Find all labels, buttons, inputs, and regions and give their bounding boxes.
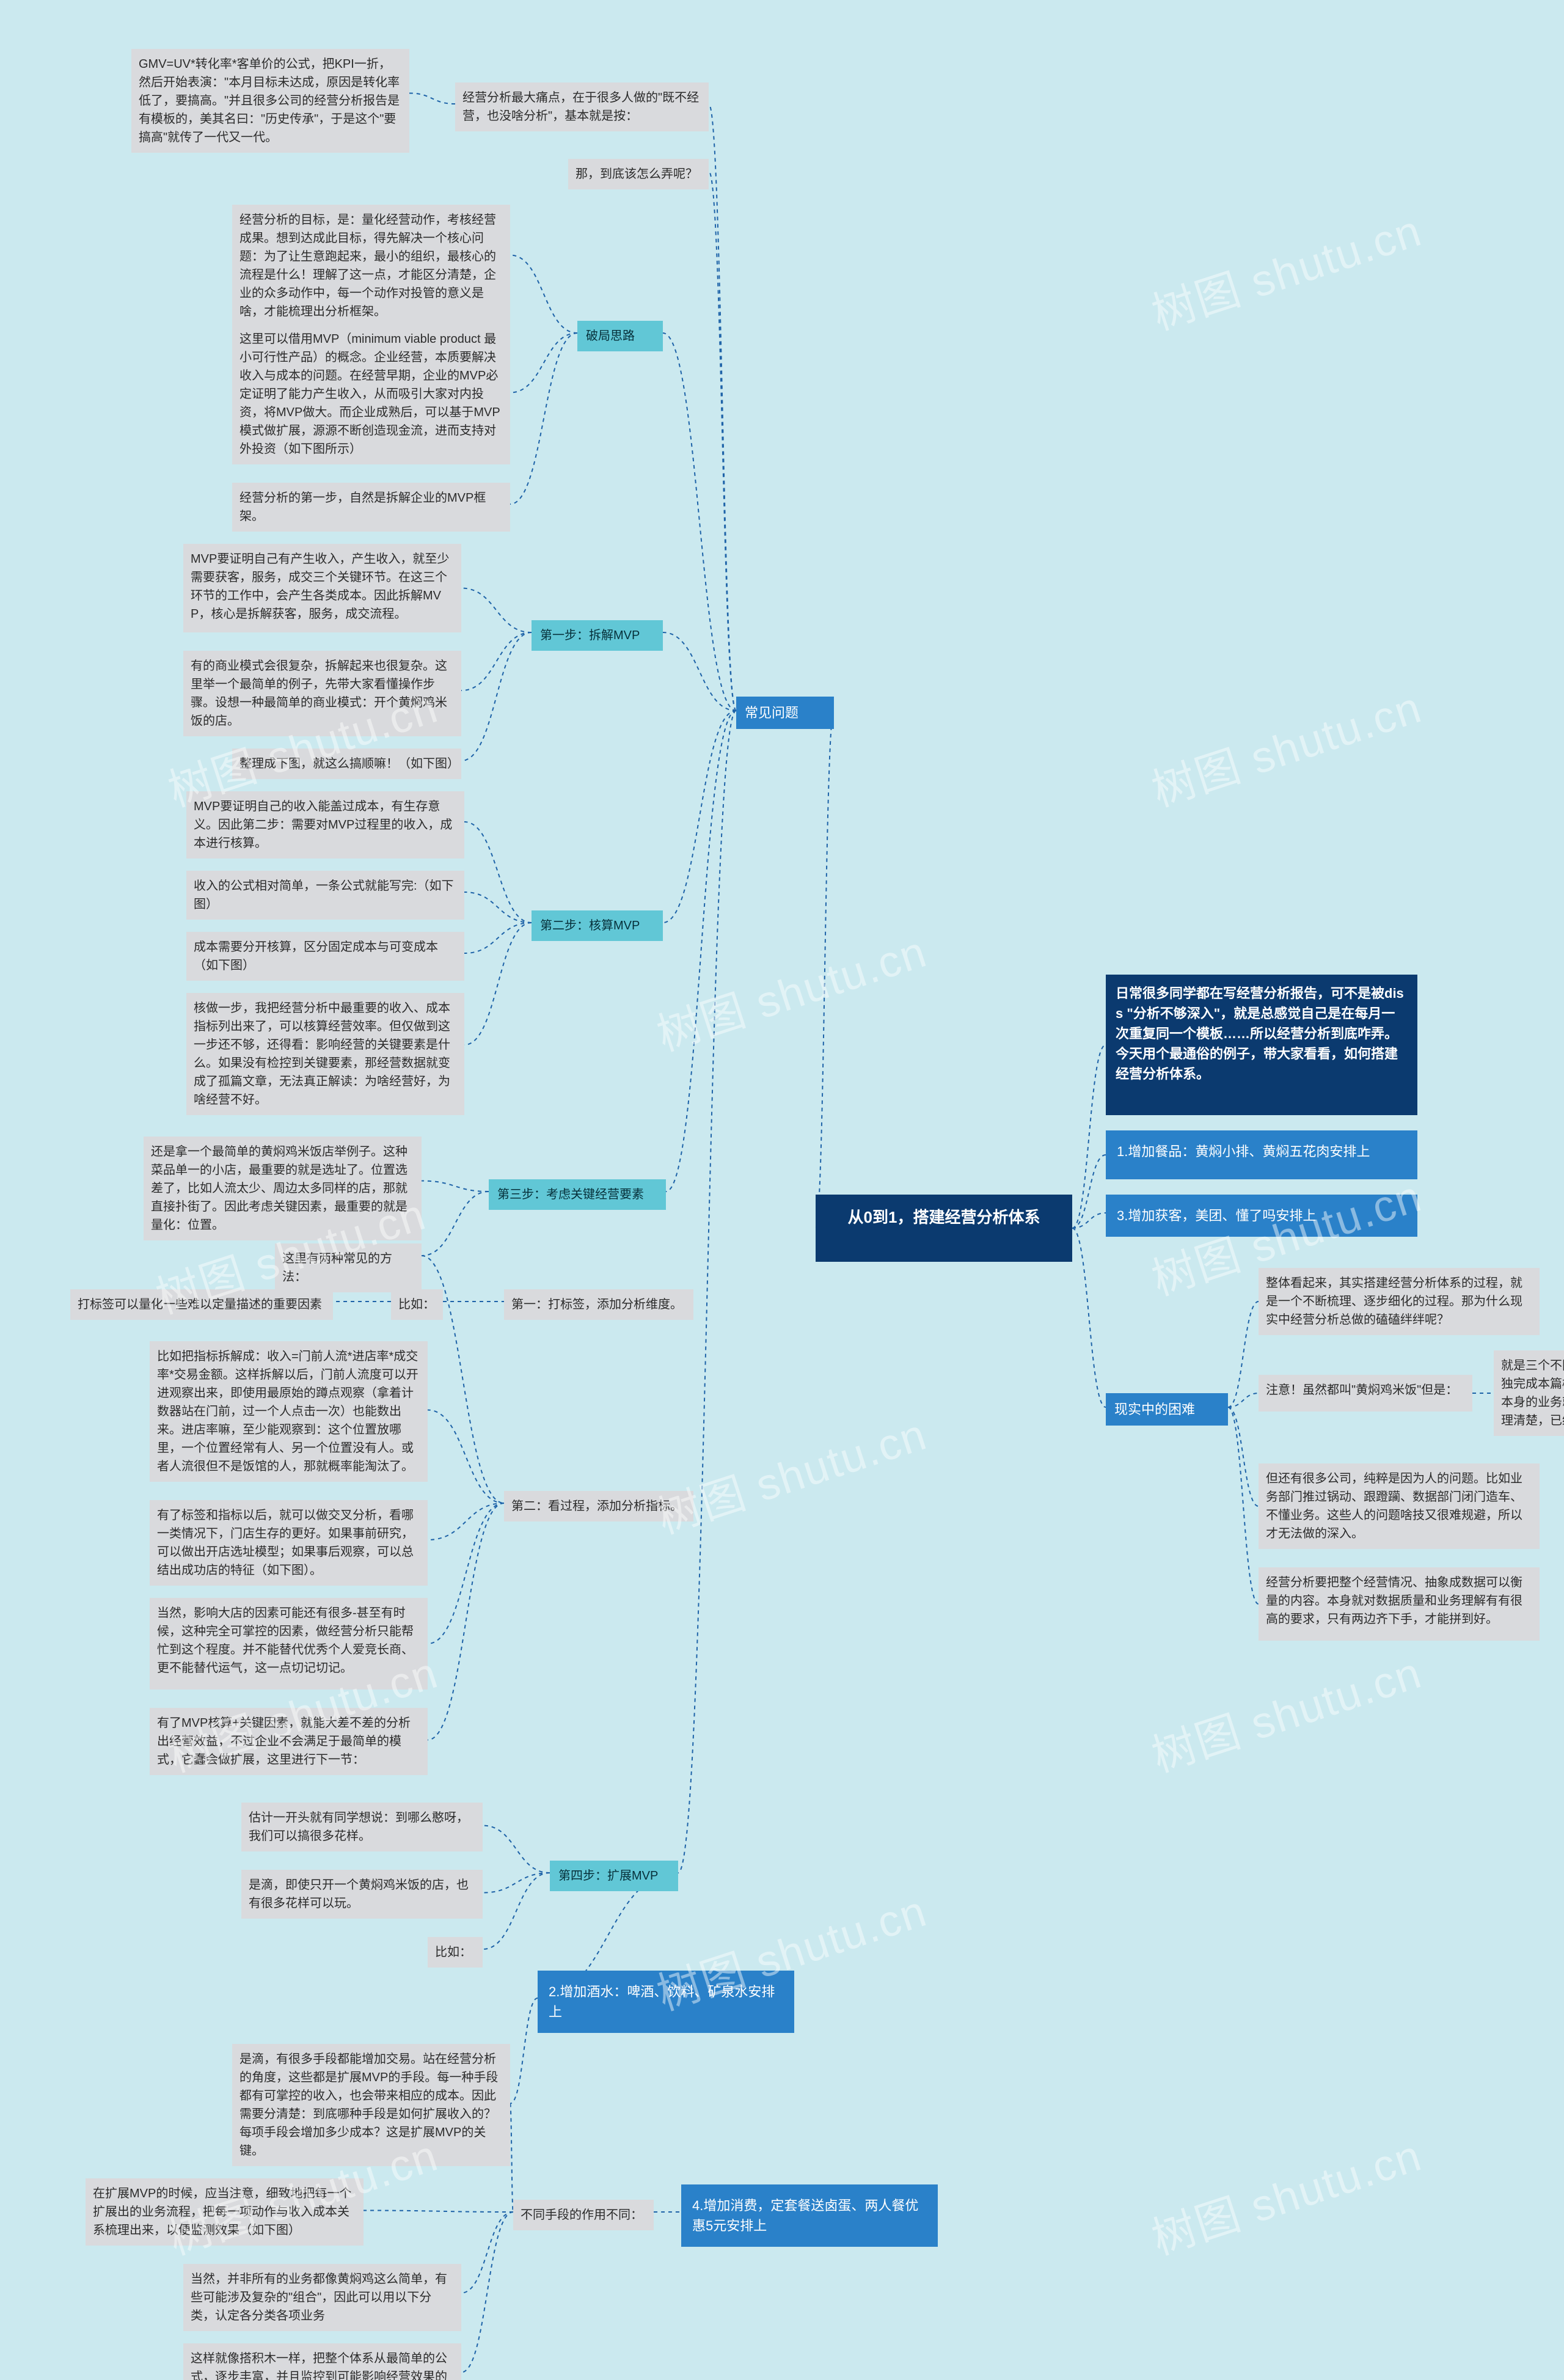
mindmap-node-m2c: 当然，影响大店的因素可能还有很多-甚至有时候，这种完全可掌控的因素，做经营分析只… bbox=[150, 1598, 428, 1690]
connector bbox=[461, 632, 532, 761]
connector bbox=[461, 588, 532, 633]
mindmap-node-s4a: 估计一开头就有同学想说：到哪么憨呀，我们可以搞很多花样。 bbox=[241, 1803, 483, 1851]
mindmap-node-s4b: 是滴，即使只开一个黄焖鸡米饭的店，也有很多花样可以玩。 bbox=[241, 1870, 483, 1919]
mindmap-node-s3a: 还是拿一个最简单的黄焖鸡米饭店举例子。这种菜品单一的小店，最重要的就是选址了。位… bbox=[144, 1137, 422, 1240]
mindmap-node-nfd: 这样就像搭积木一样，把整个体系从最简单的公式，逐步丰富，并且监控到可能影响经营效… bbox=[183, 2343, 461, 2380]
mindmap-node-m1b: 比如： bbox=[391, 1289, 443, 1320]
connector bbox=[1228, 1407, 1259, 1604]
mindmap-node-cq_top1: GMV=UV*转化率*客单价的公式，把KPI一折，然后开始表演："本月目标未达成… bbox=[131, 49, 409, 153]
connector bbox=[483, 1873, 550, 1893]
connector bbox=[364, 2211, 513, 2213]
connector bbox=[461, 2212, 513, 2293]
mindmap-node-root: 从0到1，搭建经营分析体系 bbox=[816, 1195, 1072, 1262]
mindmap-node-r4d: 经营分析要把整个经营情况、抽象成数据可以衡量的内容。本身就对数据质量和业务理解有… bbox=[1259, 1567, 1540, 1641]
mindmap-node-s4d: 2.增加酒水：啤酒、饮料、矿泉水安排上 bbox=[538, 1971, 794, 2033]
mindmap-node-m1: 第一：打标签，添加分析维度。 bbox=[504, 1289, 693, 1320]
mindmap-node-nf: 不同手段的作用不同： bbox=[513, 2200, 654, 2230]
mindmap-node-r3: 3.增加获客，美团、懂了吗安排上 bbox=[1106, 1195, 1417, 1237]
watermark: 树图 shutu.cn bbox=[648, 915, 934, 1063]
connector bbox=[461, 632, 532, 690]
connector bbox=[428, 1503, 504, 1644]
mindmap-node-m2b: 有了标签和指标以后，就可以做交叉分析，看哪一类情况下，门店生存的更好。如果事前研… bbox=[150, 1500, 428, 1586]
connector bbox=[409, 93, 455, 104]
connector bbox=[428, 1410, 504, 1504]
mindmap-node-s2d: 核做一步，我把经营分析中最重要的收入、成本指标列出来了，可以核算经营效率。但仅做… bbox=[186, 993, 464, 1115]
mindmap-node-r4: 现实中的困难 bbox=[1106, 1393, 1228, 1426]
mindmap-node-s4c: 比如： bbox=[428, 1937, 483, 1968]
connector bbox=[1072, 1213, 1106, 1228]
mindmap-node-s2: 第二步：核算MVP bbox=[532, 910, 663, 941]
connector bbox=[510, 333, 577, 504]
mindmap-node-bs3: 经营分析的第一步，自然是拆解企业的MVP框架。 bbox=[232, 483, 510, 532]
watermark: 树图 shutu.cn bbox=[648, 1398, 934, 1545]
mindmap-node-s1c: 整理成下图，就这么搞顺嘛！（如下图） bbox=[232, 749, 461, 779]
mindmap-node-s3: 第三步：考虑关键经营要素 bbox=[489, 1179, 666, 1210]
connector bbox=[666, 711, 736, 1192]
mindmap-node-bs1: 经营分析的目标，是：量化经营动作，考核经营成果。想到达成此目标，得先解决一个核心… bbox=[232, 205, 510, 327]
connector bbox=[483, 1873, 550, 1949]
mindmap-node-s1b: 有的商业模式会很复杂，拆解起来也很复杂。这里举一个最简单的例子，先带大家看懂操作… bbox=[183, 651, 461, 736]
mindmap-node-r4b: 注意！虽然都叫"黄焖鸡米饭"但是： bbox=[1259, 1375, 1472, 1412]
mindmap-node-m2d: 有了MVP核算+关键因素，就能大差不差的分析出经营效益，不过企业不会满足于最简单… bbox=[150, 1708, 428, 1775]
watermark: 树图 shutu.cn bbox=[1142, 194, 1428, 342]
connector bbox=[709, 171, 736, 711]
connector bbox=[1072, 1228, 1106, 1407]
mindmap-node-s3b: 这里有两种常见的方法： bbox=[275, 1243, 422, 1292]
connector bbox=[663, 333, 736, 711]
mindmap-node-bs: 破局思路 bbox=[577, 321, 663, 351]
connector bbox=[422, 1192, 489, 1256]
connector bbox=[461, 2212, 513, 2373]
connector bbox=[510, 333, 577, 393]
connector bbox=[510, 255, 577, 334]
connector bbox=[464, 923, 532, 953]
connector bbox=[1072, 1155, 1106, 1228]
connector bbox=[663, 711, 736, 923]
mindmap-node-s1: 第一步：拆解MVP bbox=[532, 620, 663, 651]
mindmap-node-cq_top2: 经营分析最大痛点，在于很多人做的"既不经营，也没啥分析"，基本就是按： bbox=[455, 82, 709, 131]
connector bbox=[510, 2104, 513, 2213]
connector bbox=[464, 892, 532, 923]
mindmap-node-bs2: 这里可以借用MVP（minimum viable product 最小可行性产品… bbox=[232, 324, 510, 464]
mindmap-node-r2: 1.增加餐品：黄焖小排、黄焖五花肉安排上 bbox=[1106, 1130, 1417, 1179]
mindmap-node-r1: 日常很多同学都在写经营分析报告，可不是被diss "分析不够深入"，就是总感觉自… bbox=[1106, 975, 1417, 1115]
connector bbox=[422, 1181, 489, 1192]
connector bbox=[428, 1503, 504, 1540]
connector bbox=[428, 1503, 504, 1740]
mindmap-node-s4e: 是滴，有很多手段都能增加交易。站在经营分析的角度，这些都是扩展MVP的手段。每一… bbox=[232, 2044, 510, 2166]
mindmap-node-m1a: 打标签可以量化一些难以定量描述的重要因素 bbox=[70, 1289, 333, 1320]
mindmap-node-s4: 第四步：扩展MVP bbox=[550, 1861, 678, 1891]
mindmap-node-m2: 第二：看过程，添加分析指标。 bbox=[504, 1491, 693, 1521]
mindmap-node-s2a: MVP要证明自己的收入能盖过成本，有生存意义。因此第二步：需要对MVP过程里的收… bbox=[186, 791, 464, 859]
connector bbox=[1228, 1302, 1259, 1407]
connector bbox=[510, 1998, 538, 2104]
connector bbox=[483, 1826, 550, 1873]
mindmap-node-s2b: 收入的公式相对简单，一条公式就能写完:（如下图） bbox=[186, 871, 464, 920]
connector bbox=[816, 711, 834, 1228]
connector bbox=[1228, 1407, 1259, 1506]
mindmap-node-nfa: 在扩展MVP的时候，应当注意，细致地把每一个扩展出的业务流程，把每一项动作与收入… bbox=[86, 2178, 364, 2246]
watermark: 树图 shutu.cn bbox=[1142, 2119, 1428, 2266]
mindmap-node-cq_top3: 那，到底该怎么弄呢？ bbox=[568, 159, 709, 189]
mindmap-node-cq: 常见问题 bbox=[736, 697, 834, 729]
mindmap-node-s2c: 成本需要分开核算，区分固定成本与可变成本（如下图） bbox=[186, 932, 464, 981]
mindmap-node-nfc: 当然，并非所有的业务都像黄焖鸡这么简单，有些可能涉及复杂的"组合"，因此可以用以… bbox=[183, 2264, 461, 2331]
connector bbox=[1228, 1393, 1259, 1407]
mindmap-node-r4a: 整体看起来，其实搭建经营分析体系的过程，就是一个不断梳理、逐步细化的过程。那为什… bbox=[1259, 1268, 1540, 1335]
connector bbox=[1072, 1045, 1106, 1228]
watermark: 树图 shutu.cn bbox=[1142, 1636, 1428, 1784]
mindmap-node-nfb: 4.增加消费，定套餐送卤蛋、两人餐优惠5元安排上 bbox=[681, 2184, 938, 2247]
connector bbox=[464, 822, 532, 923]
watermark: 树图 shutu.cn bbox=[1142, 671, 1428, 818]
connector bbox=[663, 632, 736, 711]
mindmap-node-s1a: MVP要证明自己有产生收入，产生收入，就至少需要获客，服务，成交三个关键环节。在… bbox=[183, 544, 461, 632]
mindmap-node-r4b1: 就是三个不同商业场景，差别大到需要每一个单独完成本篇梳理了。可不能混为一谈，而且… bbox=[1494, 1350, 1564, 1436]
mindmap-node-r4c: 但还有很多公司，纯粹是因为人的问题。比如业务部门推过锅动、跟蹬躏、数据部门闭门造… bbox=[1259, 1463, 1540, 1549]
mindmap-node-m2a: 比如把指标拆解成：收入=门前人流*进店率*成交率*交易金额。这样拆解以后，门前人… bbox=[150, 1341, 428, 1482]
connector bbox=[709, 104, 736, 711]
connector bbox=[464, 923, 532, 1045]
